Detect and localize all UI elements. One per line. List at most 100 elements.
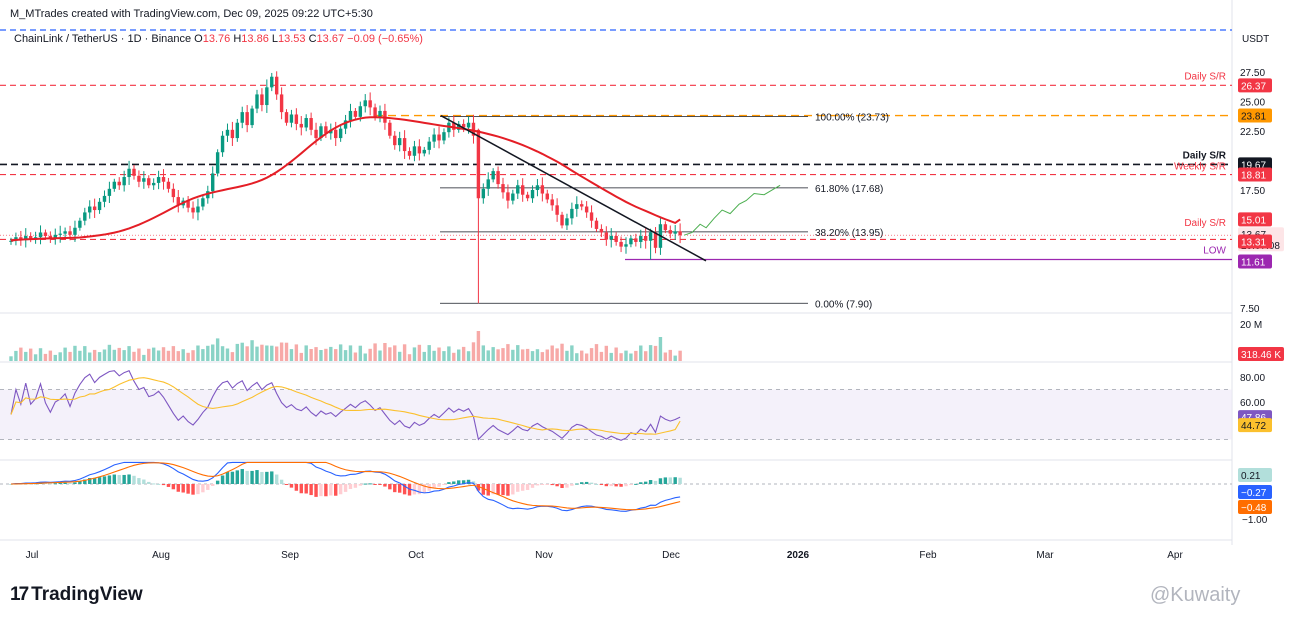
sr-price-tag-bg bbox=[1238, 78, 1272, 93]
macd-pane bbox=[0, 461, 1232, 512]
macd-histogram-bar bbox=[230, 471, 235, 484]
macd-histogram-bar bbox=[368, 483, 372, 485]
candle-body bbox=[427, 141, 431, 150]
macd-histogram-bar bbox=[663, 477, 668, 484]
volume-bar bbox=[550, 345, 554, 361]
candle-body bbox=[412, 146, 417, 156]
tradingview-mark-icon: 17 bbox=[10, 584, 29, 605]
macd-histogram-bar bbox=[363, 483, 367, 485]
volume-bar bbox=[481, 345, 486, 361]
macd-histogram-bar bbox=[506, 484, 510, 496]
macd-histogram-bar bbox=[171, 484, 176, 490]
macd-histogram-bar bbox=[668, 477, 672, 484]
candle-body bbox=[137, 175, 141, 182]
volume-bar bbox=[442, 351, 446, 361]
candle-body bbox=[353, 110, 358, 117]
macd-histogram-bar bbox=[599, 484, 604, 485]
candle-body bbox=[525, 194, 530, 199]
volume-bar bbox=[171, 346, 176, 361]
fib-level-label: 0.00% (7.90) bbox=[815, 299, 872, 310]
volume-bar bbox=[358, 345, 363, 361]
time-axis-label: 2026 bbox=[787, 550, 810, 561]
candle-body bbox=[643, 236, 648, 241]
volume-bar bbox=[471, 342, 476, 361]
candle-body bbox=[481, 188, 486, 199]
candle-body bbox=[604, 232, 609, 240]
candle-body bbox=[176, 197, 180, 206]
macd-histogram-bar bbox=[520, 484, 525, 491]
rsi-ma-tag-bg bbox=[1238, 418, 1272, 433]
macd-histogram-bar bbox=[260, 471, 264, 484]
volume-bar bbox=[329, 346, 333, 361]
volume-bar bbox=[402, 344, 407, 361]
macd-histogram-bar bbox=[383, 484, 387, 487]
macd-histogram-bar bbox=[555, 484, 559, 487]
volume-bar bbox=[368, 348, 372, 361]
volume-pane bbox=[9, 331, 682, 361]
volume-bar bbox=[48, 350, 53, 361]
volume-bar bbox=[43, 353, 48, 361]
candle-body bbox=[122, 177, 126, 186]
macd-histogram-bar bbox=[353, 484, 358, 488]
volume-bar bbox=[447, 346, 451, 361]
candle-body bbox=[9, 240, 13, 242]
volume-bar bbox=[663, 352, 668, 361]
volume-bar bbox=[107, 344, 112, 361]
volume-bar bbox=[496, 349, 500, 361]
macd-hist-tag: 0.21 bbox=[1241, 471, 1261, 482]
macd-histogram-bar bbox=[334, 484, 338, 496]
sr-level-label: Daily S/R bbox=[1183, 150, 1227, 161]
volume-bar bbox=[560, 343, 564, 361]
candle-body bbox=[230, 129, 235, 139]
macd-histogram-bar bbox=[240, 469, 244, 484]
moving-average-line bbox=[10, 116, 681, 242]
volume-bar bbox=[334, 349, 338, 361]
volume-bar bbox=[260, 344, 264, 361]
volume-bar bbox=[530, 351, 535, 361]
symbol-legend[interactable]: ChainLink / TetherUS · 1D · Binance O13.… bbox=[14, 33, 423, 45]
macd-histogram-bar bbox=[343, 484, 348, 492]
tradingview-logo[interactable]: 17 TradingView bbox=[10, 584, 143, 606]
volume-bar bbox=[284, 342, 289, 361]
candle-body bbox=[491, 171, 495, 180]
volume-tag: 318.46 K bbox=[1241, 350, 1281, 361]
candle-body bbox=[58, 233, 62, 235]
candle-body bbox=[516, 185, 520, 194]
ohlc-close: 13.67 bbox=[316, 33, 345, 45]
macd-histogram-bar bbox=[530, 484, 535, 488]
macd-signal-tag-bg bbox=[1238, 500, 1272, 514]
sr-price-tag-bg bbox=[1238, 167, 1272, 182]
volume-bar bbox=[570, 345, 574, 361]
volume-bar bbox=[289, 349, 294, 361]
volume-bar bbox=[319, 350, 323, 361]
macd-histogram-bar bbox=[540, 484, 545, 485]
candle-body bbox=[634, 238, 638, 242]
macd-histogram-bar bbox=[107, 475, 112, 484]
candle-body bbox=[33, 237, 38, 239]
macd-histogram-bar bbox=[476, 484, 481, 491]
candle-body bbox=[107, 188, 112, 196]
volume-bar bbox=[161, 347, 166, 361]
macd-histogram-bar bbox=[329, 484, 333, 496]
macd-histogram-bar bbox=[201, 484, 205, 493]
volume-bar bbox=[92, 349, 97, 361]
candle-body bbox=[535, 185, 540, 190]
macd-histogram-bar bbox=[447, 482, 451, 484]
macd-histogram-bar bbox=[402, 484, 407, 495]
macd-histogram-bar bbox=[516, 484, 520, 492]
candle-body bbox=[161, 177, 166, 182]
candle-body bbox=[314, 129, 318, 139]
volume-bar bbox=[575, 353, 579, 361]
volume-bar bbox=[461, 346, 466, 361]
volume-bar bbox=[648, 345, 653, 361]
macd-histogram-bar bbox=[58, 483, 62, 485]
macd-histogram-bar bbox=[466, 479, 471, 484]
macd-histogram-bar bbox=[452, 481, 456, 484]
price-tick-label: 7.50 bbox=[1240, 304, 1260, 315]
candle-body bbox=[304, 118, 308, 128]
sr-level-label: Weekly S/R bbox=[1174, 162, 1226, 173]
macd-value-tag-bg bbox=[1238, 485, 1272, 499]
low-price-tag-bg bbox=[1238, 254, 1272, 269]
price-tick-label: 25.00 bbox=[1240, 98, 1265, 109]
